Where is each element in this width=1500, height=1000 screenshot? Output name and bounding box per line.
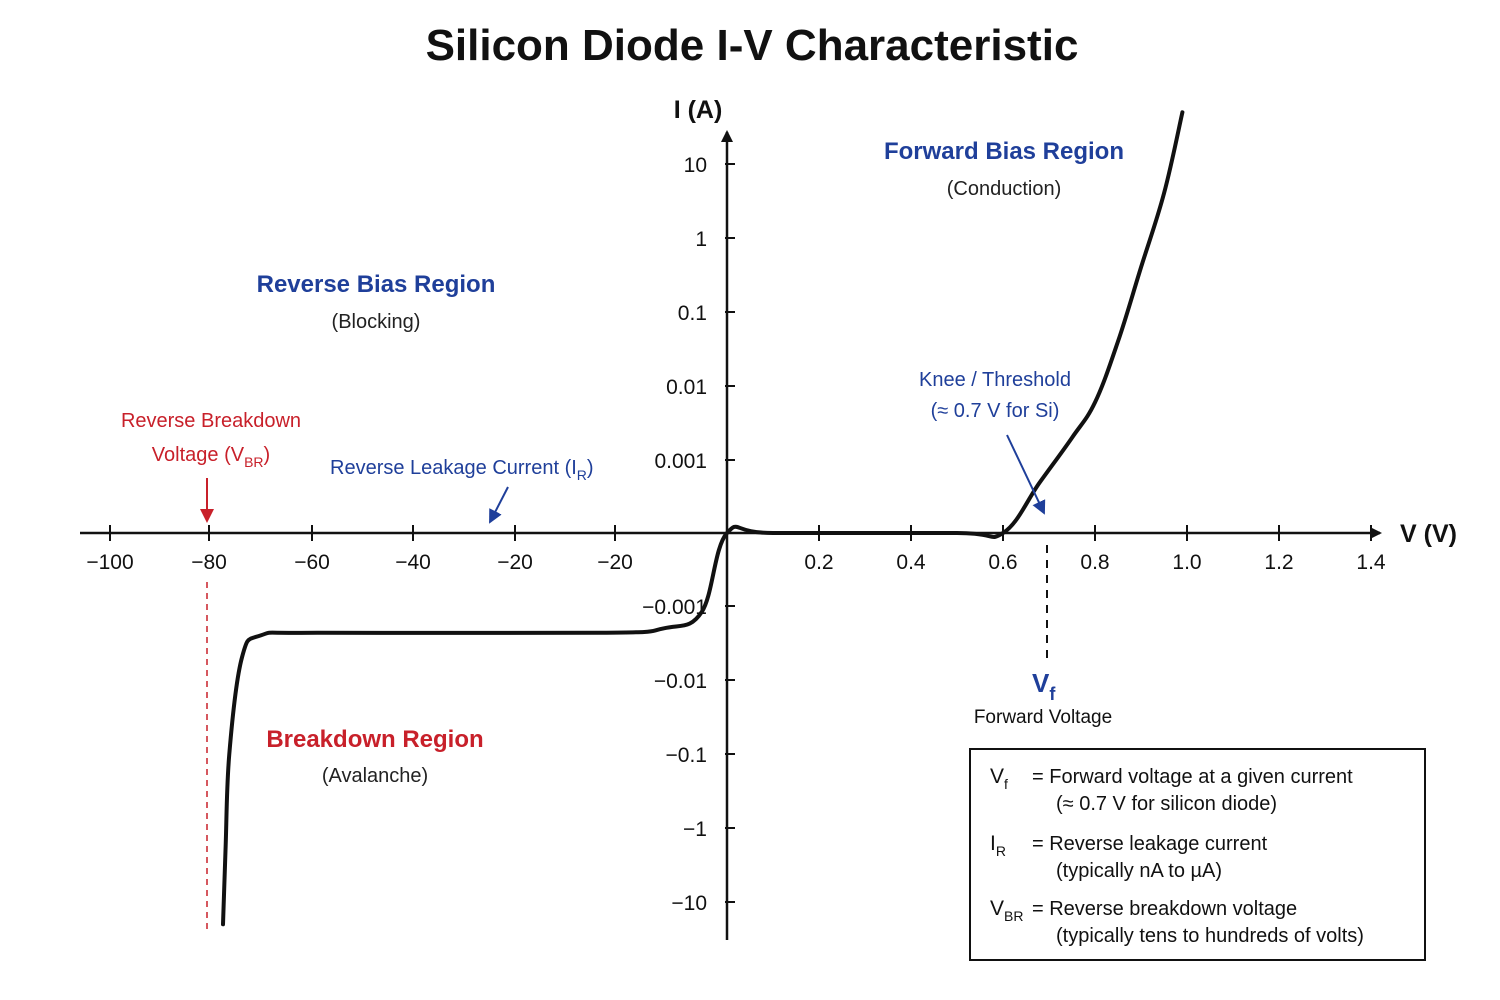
legend-ir-sym-sub: R — [996, 843, 1006, 859]
breakdown-voltage-line1: Reverse Breakdown — [121, 410, 301, 432]
reverse-region-title: Reverse Bias Region — [257, 271, 496, 298]
x-tick-label: −40 — [395, 551, 431, 574]
x-tick-label: −100 — [86, 551, 133, 574]
y-tick-label: −0.001 — [642, 596, 707, 619]
leakage-label-close: ) — [587, 457, 594, 479]
x-axis-label: V (V) — [1400, 520, 1457, 548]
x-tick-label: 1.2 — [1264, 551, 1293, 574]
breakdown-voltage-text: Voltage (V — [152, 444, 245, 466]
x-axis-ticks: −100 −80 −60 −40 −20 −20 0.2 0.4 0.6 0.8 1.0 1.2 1.4 — [86, 525, 1386, 574]
x-tick-label: 1.0 — [1172, 551, 1201, 574]
x-tick-label: 0.4 — [896, 551, 926, 574]
chart-title: Silicon Diode I-V Characteristic — [426, 21, 1079, 70]
forward-region-title: Forward Bias Region — [884, 138, 1124, 165]
breakdown-region-title: Breakdown Region — [266, 726, 483, 753]
breakdown-region-sub: (Avalanche) — [322, 765, 428, 787]
iv-curve-line — [221, 110, 1185, 927]
y-tick-label: 1 — [695, 228, 707, 251]
y-axis-ticks: 10 1 0.1 0.01 0.001 −0.001 −0.01 −0.1 −1 −10 — [642, 154, 735, 915]
vf-symbol-sub: f — [1049, 684, 1056, 704]
legend-ir-line2: (typically nA to µA) — [1056, 860, 1222, 882]
y-axis-label: I (A) — [674, 96, 723, 124]
y-tick-label: −10 — [671, 892, 707, 915]
x-tick-label: −20 — [597, 551, 633, 574]
knee-label-line1: Knee / Threshold — [919, 369, 1071, 391]
x-tick-label: −80 — [191, 551, 227, 574]
x-tick-label: 0.2 — [804, 551, 833, 574]
legend-ir-line1: = Reverse leakage current — [1032, 833, 1268, 855]
x-tick-label: −60 — [294, 551, 330, 574]
vf-caption: Forward Voltage — [974, 707, 1112, 728]
breakdown-voltage-sub: BR — [244, 454, 263, 470]
reverse-region-sub: (Blocking) — [332, 311, 421, 333]
legend-vbr-sym-sub: BR — [1004, 908, 1023, 924]
breakdown-voltage-line2: Voltage (VBR) — [152, 444, 270, 470]
legend-vbr-sym-main: V — [990, 897, 1004, 920]
knee-arrow — [1006, 434, 1046, 515]
leakage-label-text: Reverse Leakage Current (I — [330, 457, 577, 479]
forward-region-sub: (Conduction) — [947, 178, 1062, 200]
leakage-label: Reverse Leakage Current (IR) — [330, 457, 594, 483]
x-tick-label: 0.6 — [988, 551, 1017, 574]
legend-vf-sym-main: V — [990, 765, 1004, 788]
x-tick-label: −20 — [497, 551, 533, 574]
breakdown-voltage-close: ) — [264, 444, 271, 466]
y-tick-label: 0.1 — [678, 302, 707, 325]
legend-vbr-line2: (typically tens to hundreds of volts) — [1056, 925, 1364, 947]
x-tick-label: 1.4 — [1356, 551, 1386, 574]
legend-vbr-line1: = Reverse breakdown voltage — [1032, 898, 1297, 920]
knee-label-line2: (≈ 0.7 V for Si) — [931, 400, 1060, 422]
y-tick-label: −0.1 — [666, 744, 707, 767]
leakage-arrow — [489, 486, 509, 524]
leakage-label-sub: R — [577, 467, 587, 483]
x-tick-label: 0.8 — [1080, 551, 1109, 574]
legend-ir-sym-main: I — [990, 832, 996, 855]
legend-box — [969, 748, 1426, 961]
legend-vf-line1: = Forward voltage at a given current — [1032, 766, 1353, 788]
legend-vf-sym-sub: f — [1004, 776, 1008, 792]
legend-vf-line2: (≈ 0.7 V for silicon diode) — [1056, 793, 1277, 815]
y-tick-label: −0.01 — [654, 670, 707, 693]
legend-vbr-symbol: VBR — [990, 897, 1023, 924]
vf-symbol-main: V — [1032, 668, 1050, 698]
y-tick-label: 0.001 — [654, 450, 707, 473]
vf-symbol: Vf — [1032, 668, 1056, 704]
legend-ir-symbol: IR — [990, 832, 1006, 859]
y-tick-label: −1 — [683, 818, 707, 841]
y-tick-label: 10 — [684, 154, 707, 177]
legend: Vf = Forward voltage at a given current … — [969, 748, 1426, 961]
y-tick-label: 0.01 — [666, 376, 707, 399]
legend-vf-symbol: Vf — [990, 765, 1008, 792]
